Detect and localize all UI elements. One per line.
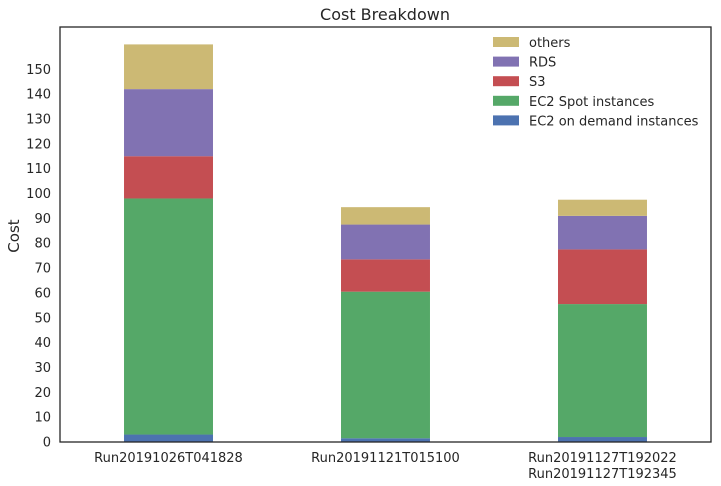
bar-segment bbox=[558, 199, 647, 216]
y-tick-label: 40 bbox=[34, 336, 51, 351]
chart-title: Cost Breakdown bbox=[320, 5, 450, 24]
bar-segment bbox=[341, 291, 430, 439]
y-tick-label: 80 bbox=[34, 237, 51, 252]
x-tick-label: Run20191127T192345 bbox=[528, 467, 677, 482]
y-tick-label: 100 bbox=[26, 187, 51, 202]
y-tick-label: 50 bbox=[34, 311, 51, 326]
legend-swatch bbox=[493, 76, 519, 87]
y-axis-label: Cost bbox=[5, 219, 23, 252]
legend-label: EC2 Spot instances bbox=[529, 95, 654, 110]
y-tick-label: 10 bbox=[34, 411, 51, 426]
legend-swatch bbox=[493, 115, 519, 126]
y-tick-label: 0 bbox=[43, 436, 51, 451]
y-tick-label: 70 bbox=[34, 262, 51, 277]
y-tick-label: 120 bbox=[26, 137, 51, 152]
bar-segment bbox=[341, 259, 430, 292]
bar-segment bbox=[124, 434, 213, 442]
bar-segment bbox=[124, 89, 213, 157]
bar-segment bbox=[558, 437, 647, 442]
bar-segment bbox=[124, 44, 213, 90]
x-tick-label: Run20191121T015100 bbox=[311, 451, 460, 466]
legend-label: S3 bbox=[529, 75, 546, 90]
legend: others RDS S3 EC2 Spot instances EC2 on dema… bbox=[493, 36, 699, 129]
y-tick-label: 150 bbox=[26, 63, 51, 78]
y-tick-label: 130 bbox=[26, 112, 51, 127]
bar-segment bbox=[124, 156, 213, 199]
plot-frame bbox=[59, 26, 712, 443]
y-tick-label: 30 bbox=[34, 361, 51, 376]
bar-segment bbox=[558, 215, 647, 250]
legend-swatch bbox=[493, 95, 519, 106]
legend-swatch bbox=[493, 56, 519, 67]
legend-label: others bbox=[529, 36, 571, 51]
y-tick-label: 20 bbox=[34, 386, 51, 401]
legend-swatch bbox=[493, 37, 519, 47]
bar-segment bbox=[341, 438, 430, 442]
y-tick-label: 90 bbox=[34, 212, 51, 227]
x-ticks-group: Run20191026T041828 Run20191121T015100 Run2… bbox=[94, 451, 677, 482]
x-tick-label: Run20191127T192022 bbox=[528, 451, 677, 466]
y-tick-label: 60 bbox=[34, 286, 51, 301]
bar-segment bbox=[558, 249, 647, 305]
x-tick-label: Run20191026T041828 bbox=[94, 451, 243, 466]
y-ticks-group: 0 10 20 30 40 50 60 70 80 90 100 110 120 130 140 150 bbox=[26, 63, 51, 451]
bars-group bbox=[124, 44, 647, 442]
bar-segment bbox=[341, 224, 430, 260]
legend-label: EC2 on demand instances bbox=[529, 114, 699, 129]
bar-segment bbox=[558, 304, 647, 438]
legend-label: RDS bbox=[529, 56, 556, 71]
bar-segment bbox=[124, 198, 213, 435]
bar-segment bbox=[341, 207, 430, 225]
y-tick-label: 110 bbox=[26, 162, 51, 177]
y-tick-label: 140 bbox=[26, 88, 51, 103]
